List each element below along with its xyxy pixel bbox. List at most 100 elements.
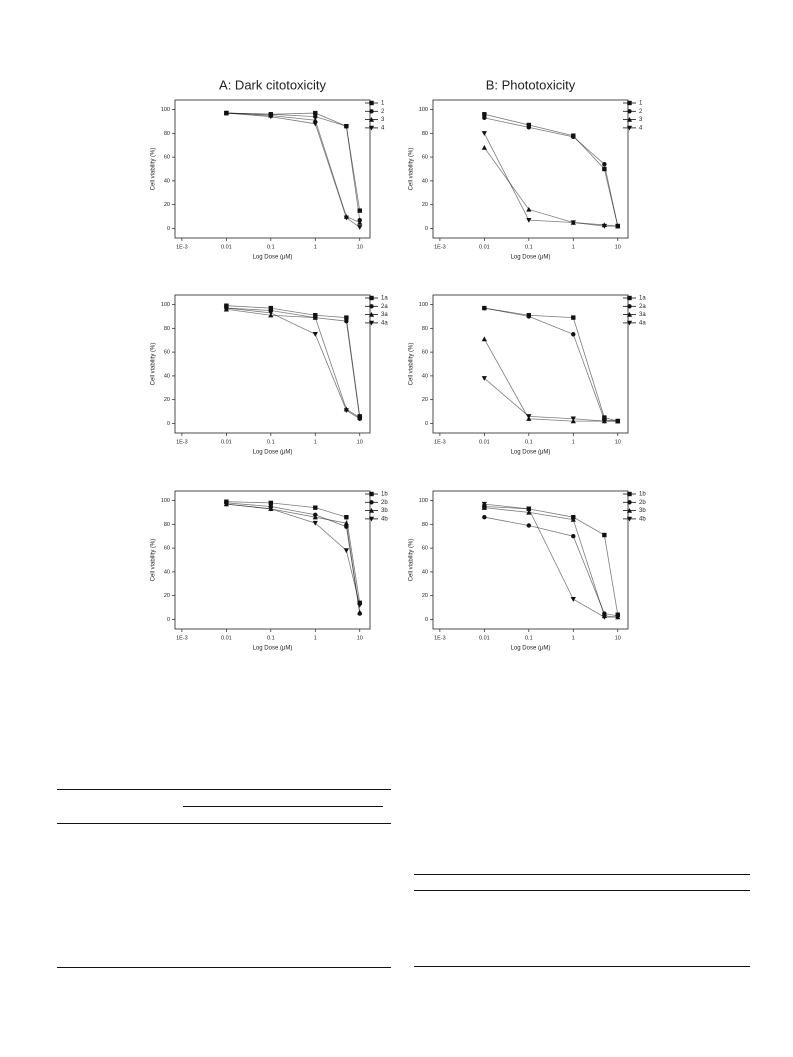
chart-title: A: Dark citotoxicity — [219, 77, 326, 92]
marker — [268, 305, 274, 311]
y-tick-label: 0 — [167, 617, 170, 623]
series-line — [483, 133, 618, 227]
series-line — [226, 307, 360, 420]
marker — [526, 122, 532, 128]
marker — [313, 114, 318, 119]
series-line — [484, 338, 618, 422]
marker — [601, 223, 607, 229]
plot-frame — [432, 490, 629, 630]
marker — [268, 114, 274, 120]
marker — [481, 501, 487, 507]
x-tick-label: 0.01 — [479, 439, 490, 445]
plot-frame — [174, 294, 371, 434]
chart: 0 20 40 60 80 100 1E-3 0.01 0.1 1 10 Log Dose (μM) C… — [409, 294, 646, 456]
x-tick-label: 1 — [314, 439, 317, 445]
legend-entry: 4b — [623, 516, 646, 522]
legend-marker — [626, 320, 633, 326]
marker — [357, 600, 362, 606]
marker — [344, 315, 349, 320]
x-tick-label: 10 — [615, 244, 621, 250]
marker — [481, 376, 487, 381]
legend-entry: 2b — [365, 500, 388, 506]
y-tick-label: 0 — [425, 421, 428, 427]
marker — [343, 548, 349, 554]
legend-marker — [626, 125, 633, 131]
chart: B: Phototoxicity 0 20 40 60 80 100 1E-3 0.01 0.1 1… — [409, 77, 643, 261]
legend-label: 1a — [639, 296, 646, 302]
x-tick-label: 0.01 — [479, 635, 490, 641]
table-rule — [183, 806, 383, 807]
plot-frame — [174, 490, 371, 630]
legend-marker — [369, 304, 374, 309]
marker — [312, 520, 318, 526]
marker — [343, 215, 349, 221]
legend-label: 4b — [381, 516, 388, 522]
legend-marker — [369, 500, 374, 505]
x-axis-label: Log Dose (μM) — [253, 450, 293, 456]
marker — [526, 509, 532, 515]
legend-marker — [369, 295, 374, 301]
y-tick-label: 100 — [419, 302, 428, 308]
table-rule — [57, 789, 391, 790]
marker — [312, 121, 318, 127]
y-tick-label: 40 — [422, 569, 428, 575]
y-tick-label: 20 — [422, 202, 428, 208]
y-axis-label: Cell viability (%) — [151, 343, 157, 386]
legend-entry: 3 — [623, 117, 643, 123]
series-line — [226, 307, 361, 419]
legend-entry: 2a — [623, 304, 646, 310]
legend-marker — [368, 508, 375, 513]
marker — [268, 310, 274, 316]
series-line — [226, 502, 361, 614]
series-line — [484, 506, 619, 615]
legend-entry: 4a — [623, 320, 646, 326]
legend-marker — [368, 516, 375, 522]
chart: 0 20 40 60 80 100 1E-3 0.01 0.1 1 10 Log Dose (μM) C… — [151, 490, 388, 652]
legend-entry: 2a — [365, 304, 388, 310]
legend-label: 1b — [381, 492, 388, 498]
legend-marker — [627, 100, 632, 106]
y-tick-label: 100 — [161, 107, 170, 113]
x-tick-label: 1 — [572, 244, 575, 250]
marker — [343, 520, 349, 526]
marker — [615, 614, 621, 620]
marker — [224, 303, 229, 308]
legend-label: 2b — [639, 500, 646, 506]
y-tick-label: 40 — [164, 178, 170, 184]
x-tick-label: 1E-3 — [176, 439, 188, 445]
legend-entry: 3a — [623, 312, 646, 318]
marker — [526, 125, 532, 130]
x-tick-label: 0.1 — [525, 439, 533, 445]
y-tick-label: 60 — [422, 155, 428, 161]
legend-marker — [626, 312, 633, 317]
table-rule — [414, 874, 750, 875]
marker — [312, 514, 318, 520]
x-tick-label: 1E-3 — [434, 635, 446, 641]
series-line — [226, 305, 361, 417]
legend-entry: 4 — [623, 125, 643, 131]
table-rule — [57, 967, 391, 968]
legend-label: 2a — [639, 304, 646, 310]
y-tick-label: 80 — [422, 522, 428, 528]
legend-label: 3b — [381, 508, 388, 514]
series-line — [484, 507, 618, 618]
y-tick-label: 100 — [161, 498, 170, 504]
series-line — [484, 516, 618, 617]
x-tick-label: 0.1 — [525, 635, 533, 641]
legend-marker — [369, 109, 374, 114]
x-axis-label: Log Dose (μM) — [253, 255, 293, 261]
marker — [313, 110, 318, 116]
legend-entry: 4b — [365, 516, 388, 522]
marker — [344, 318, 349, 324]
y-tick-label: 40 — [164, 373, 170, 379]
marker — [482, 112, 487, 117]
marker — [482, 514, 487, 520]
series-line — [484, 377, 618, 422]
y-tick-label: 20 — [164, 202, 170, 208]
legend-entry: 2b — [623, 500, 646, 506]
x-axis-label: Log Dose (μM) — [511, 255, 551, 261]
marker — [223, 305, 229, 311]
series-line — [226, 503, 361, 613]
x-tick-label: 10 — [357, 244, 363, 250]
